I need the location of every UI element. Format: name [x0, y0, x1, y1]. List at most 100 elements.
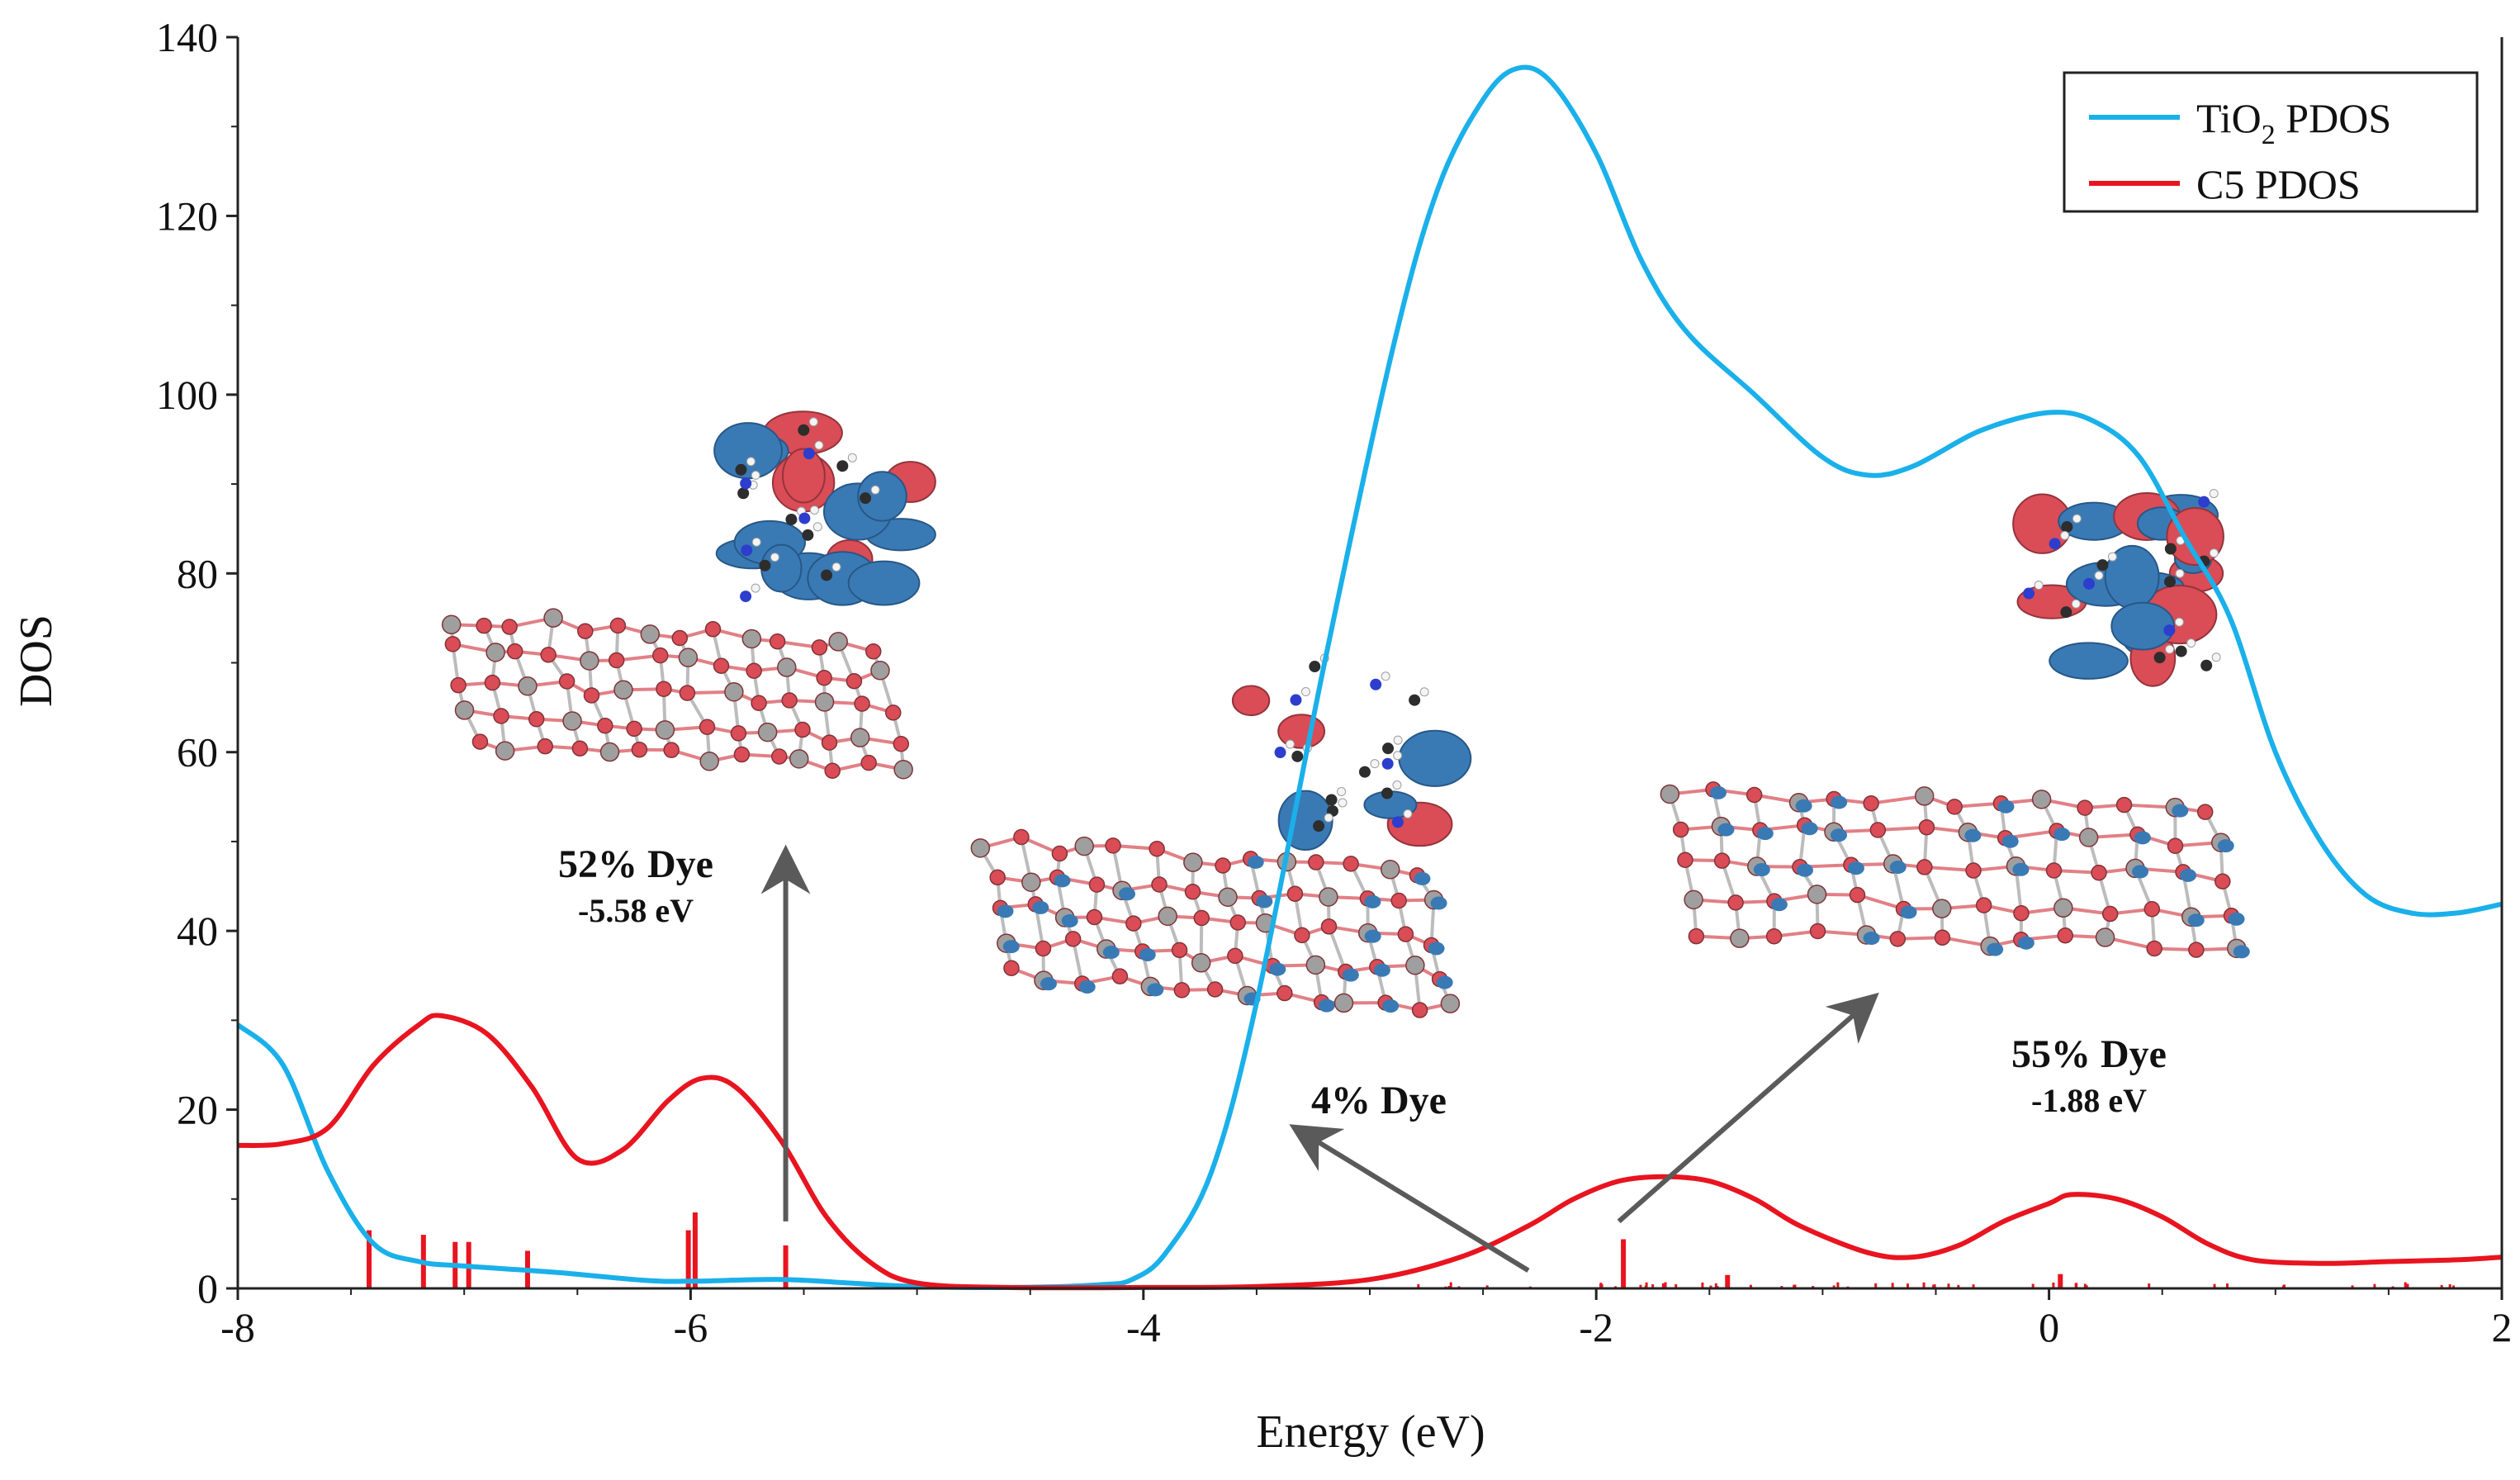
ti-atom — [724, 681, 744, 702]
o-atom — [1672, 821, 1689, 838]
o-atom — [1320, 918, 1338, 935]
orbital-lobe — [2049, 642, 2129, 680]
o-atom — [846, 672, 863, 690]
ti-atom — [1191, 953, 1211, 973]
orbital-lobe — [2180, 868, 2197, 882]
orbital-lobe — [1078, 980, 1096, 994]
slab-bond — [1878, 825, 1927, 832]
o-atom — [577, 623, 594, 639]
dye-atom — [1381, 757, 1394, 770]
o-atom — [1397, 926, 1414, 942]
legend-label-tio2: TiO2 PDOS — [2196, 95, 2391, 150]
o-atom — [450, 676, 467, 694]
hydrogen-atom — [847, 453, 857, 462]
orbital-lobe — [2012, 862, 2030, 876]
o-atom — [1746, 786, 1763, 804]
orbital-lobe — [2228, 912, 2245, 926]
hydrogen-atom — [1324, 813, 1333, 823]
dye-atom — [1313, 820, 1325, 832]
orbital-lobe — [1831, 795, 1848, 809]
dye-atom — [759, 559, 771, 572]
ti-atom — [893, 759, 913, 780]
ti-atom — [1158, 906, 1177, 927]
o-atom — [2045, 862, 2063, 879]
dye-atom — [740, 477, 752, 490]
o-atom — [626, 720, 642, 738]
y-tick-label: 60 — [177, 729, 218, 776]
o-atom — [1727, 894, 1744, 911]
ti-atom — [1684, 889, 1703, 910]
ti-atom — [655, 720, 675, 740]
o-atom — [781, 692, 798, 709]
o-atom — [1286, 885, 1304, 902]
ti-atom — [1074, 836, 1094, 856]
orbital-lobe — [2217, 839, 2234, 853]
dye-atom — [2164, 543, 2177, 555]
annotation-55-value: -1.88 eV — [2031, 1082, 2147, 1119]
ti-atom — [814, 692, 835, 712]
orbital-lobe — [997, 904, 1014, 918]
o-atom — [1975, 897, 1992, 913]
orbital-lobe — [1002, 940, 1020, 954]
hydrogen-atom — [770, 553, 779, 562]
o-atom — [1035, 940, 1052, 957]
ti-atom — [1440, 994, 1461, 1013]
orbital-lobe — [1414, 871, 1431, 885]
orbital-lobe — [1318, 999, 1335, 1013]
y-tick-label: 120 — [156, 192, 218, 239]
x-tick-label: -6 — [674, 1304, 708, 1350]
annotation-arrow-1 — [1289, 1124, 1530, 1273]
ti-atom — [1183, 852, 1203, 872]
o-atom — [1173, 982, 1191, 999]
hydrogen-atom — [2209, 489, 2219, 499]
o-atom — [663, 742, 680, 758]
o-atom — [679, 685, 696, 701]
orbital-lobe — [1118, 887, 1135, 901]
orbital-lobe — [1032, 900, 1049, 914]
dye-atom — [803, 448, 815, 460]
o-atom — [1013, 828, 1030, 846]
orbital-lobe — [1753, 863, 1770, 877]
ti-atom — [1932, 899, 1952, 918]
ti-atom — [613, 680, 633, 700]
o-atom — [1343, 856, 1359, 872]
o-atom — [656, 681, 672, 697]
orbital-lobe — [1717, 823, 1735, 837]
orbital-lobe — [2017, 936, 2034, 950]
o-atom — [506, 643, 523, 660]
orbital-lobe — [713, 422, 783, 480]
o-atom — [1308, 854, 1324, 870]
ti-atom — [640, 624, 661, 644]
o-atom — [751, 695, 767, 711]
o-atom — [1934, 929, 1951, 946]
hydrogen-atom — [809, 505, 819, 515]
dye-atom — [737, 487, 750, 500]
orbital-lobe — [1398, 729, 1472, 787]
o-atom — [1105, 837, 1121, 854]
dye-atom — [2083, 577, 2096, 590]
o-atom — [2077, 799, 2093, 816]
o-atom — [1051, 845, 1068, 862]
o-atom — [769, 633, 786, 650]
o-atom — [730, 725, 747, 742]
o-atom — [1965, 862, 1982, 879]
o-atom — [811, 639, 828, 656]
dye-atom — [1325, 794, 1338, 806]
y-tick-label: 0 — [197, 1265, 218, 1312]
o-atom — [1916, 859, 1933, 875]
hydrogen-atom — [2071, 599, 2081, 609]
annotation-arrow-2 — [1617, 992, 1879, 1224]
orbital-lobe — [1364, 894, 1381, 908]
hydrogen-atom — [751, 537, 761, 547]
dye-atom — [2200, 659, 2213, 671]
o-atom — [794, 721, 811, 738]
tio2-pdos-line — [236, 64, 2503, 1291]
o-atom — [1125, 915, 1142, 932]
orbital-lobe — [1364, 929, 1381, 943]
orbital-lobe — [1770, 898, 1788, 912]
o-atom — [824, 762, 841, 779]
o-atom — [1003, 960, 1020, 976]
o-atom — [2091, 864, 2107, 881]
hydrogen-atom — [751, 470, 760, 480]
